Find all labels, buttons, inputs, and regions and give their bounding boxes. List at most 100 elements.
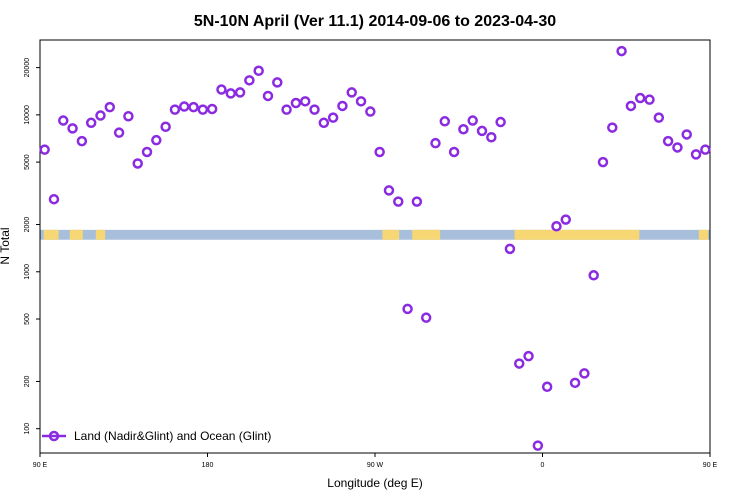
data-point (355, 96, 367, 107)
map-land-4 (412, 229, 441, 240)
map-land-2 (95, 229, 106, 240)
data-point (67, 123, 78, 134)
data-point (151, 134, 162, 146)
data-point (607, 122, 618, 133)
data-point (262, 90, 274, 102)
data-point (85, 117, 97, 129)
data-point (188, 101, 199, 113)
y-tick-label: 2000 (24, 217, 31, 233)
data-point (113, 127, 125, 138)
data-point (272, 77, 283, 88)
data-point (374, 146, 385, 158)
data-point (495, 116, 506, 128)
map-land-1 (69, 229, 83, 240)
data-point (365, 106, 376, 117)
legend-marker (48, 430, 60, 442)
data-point (178, 101, 190, 112)
map-land-0 (43, 229, 59, 240)
data-point (504, 243, 516, 255)
x-tick-label: 90 W (367, 462, 384, 469)
data-point (225, 88, 237, 99)
data-point (672, 142, 683, 153)
y-tick-label: 100 (24, 423, 31, 435)
data-point (476, 125, 488, 137)
data-point (318, 117, 330, 129)
data-point (541, 381, 553, 393)
data-point (104, 101, 116, 113)
chart-title: 5N-10N April (Ver 11.1) 2014-09-06 to 20… (194, 13, 556, 30)
data-point (532, 440, 544, 451)
data-point (579, 368, 590, 379)
data-point (95, 110, 106, 121)
data-point (588, 270, 599, 281)
plot-frame (39, 39, 711, 454)
data-point (141, 146, 153, 158)
data-point (523, 350, 534, 362)
data-point (253, 65, 264, 77)
x-tick-label: 180 (202, 462, 214, 469)
y-tick-label: 1000 (24, 264, 31, 280)
data-point (551, 221, 562, 232)
data-point (160, 121, 171, 132)
y-tick-label: 10000 (24, 105, 31, 125)
map-land-6 (698, 229, 709, 240)
data-point (448, 146, 460, 158)
data-point (662, 135, 674, 147)
data-point (290, 97, 302, 109)
data-point (634, 92, 646, 104)
x-tick-label: 0 (541, 462, 545, 469)
data-point (681, 129, 692, 140)
x-tick-label: 90 E (33, 462, 48, 469)
legend: Land (Nadir&Glint) and Ocean (Glint) (42, 429, 271, 443)
data-point (420, 312, 432, 323)
data-point (216, 84, 227, 95)
data-point (169, 104, 181, 115)
data-point (309, 104, 320, 115)
data-point (58, 115, 69, 126)
y-tick-label: 500 (24, 313, 31, 325)
data-point (346, 87, 357, 98)
data-point (653, 112, 665, 123)
data-point (625, 100, 637, 112)
data-point (700, 144, 711, 155)
data-point (197, 104, 209, 115)
data-point (337, 100, 348, 112)
data-point (616, 45, 627, 57)
data-point (467, 115, 478, 126)
data-point (299, 96, 311, 107)
map-land-5 (514, 229, 640, 240)
data-point (513, 358, 525, 369)
y-axis-label: N Total (0, 227, 12, 264)
data-point (206, 103, 218, 115)
data-point (383, 185, 395, 196)
data-point (597, 156, 609, 168)
data-point (132, 158, 143, 169)
data-point (39, 144, 50, 155)
data-point (439, 116, 451, 127)
data-point (281, 104, 292, 115)
data-point (76, 135, 88, 147)
data-point (486, 132, 497, 143)
y-tick-label: 20000 (24, 58, 31, 78)
data-point (244, 75, 255, 86)
data-point (430, 137, 441, 149)
map-land-3 (382, 229, 400, 240)
data-point (411, 196, 423, 207)
y-tick-label: 200 (24, 376, 31, 388)
data-point (234, 87, 246, 98)
legend-label: Land (Nadir&Glint) and Ocean (Glint) (74, 429, 271, 443)
map-strip (40, 229, 710, 240)
data-point (690, 149, 702, 160)
data-point (48, 193, 60, 205)
map-ocean (40, 229, 710, 240)
x-axis-label: Longitude (deg E) (327, 476, 422, 490)
data-point (560, 214, 572, 225)
x-tick-label: 90 E (703, 462, 718, 469)
data-point (644, 94, 655, 105)
y-tick-label: 5000 (24, 154, 31, 170)
y-axis: 100 200 500 1000 2000 5000 10000 20000 (24, 58, 40, 435)
data-point (458, 123, 469, 135)
data-point (569, 377, 581, 389)
